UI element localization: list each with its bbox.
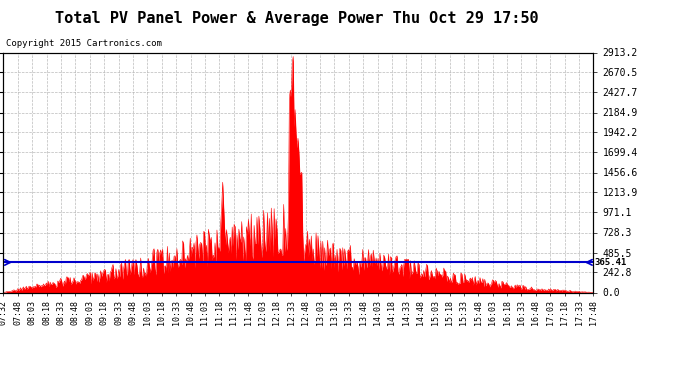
Text: Copyright 2015 Cartronics.com: Copyright 2015 Cartronics.com bbox=[6, 39, 161, 48]
Text: Total PV Panel Power & Average Power Thu Oct 29 17:50: Total PV Panel Power & Average Power Thu… bbox=[55, 11, 538, 26]
Text: 365.41: 365.41 bbox=[595, 258, 627, 267]
